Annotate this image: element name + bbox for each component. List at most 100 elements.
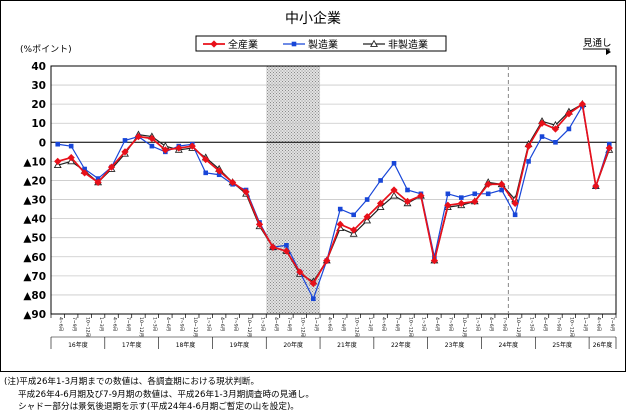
data-point: [512, 212, 518, 218]
data-point: [445, 191, 451, 197]
data-point: [417, 192, 425, 200]
y-tick-label: ▲10: [23, 156, 46, 168]
data-point: [551, 125, 560, 133]
data-point: [107, 163, 116, 171]
data-point: [121, 148, 129, 156]
footnotes: (注)平成26年1-3月期までの数値は、各調査期における現状判断。 平成26年4…: [4, 376, 624, 414]
x-tick-label: 10~12月: [138, 317, 144, 337]
y-tick-label: ▲80: [23, 290, 46, 302]
x-tick-label: 10~12月: [461, 317, 467, 337]
data-point: [255, 220, 264, 228]
x-tick-label: 10~12月: [353, 317, 359, 337]
data-point: [350, 226, 358, 234]
x-tick-label: 1~3月: [206, 317, 212, 331]
y-tick-label: ▲70: [23, 271, 46, 283]
data-point: [538, 119, 546, 127]
year-label: 21年度: [337, 341, 357, 349]
year-label: 19年度: [230, 341, 250, 349]
data-point: [370, 39, 378, 47]
data-point: [606, 141, 612, 147]
data-point: [54, 157, 62, 166]
data-point: [336, 220, 344, 228]
footnote-1: (注)平成26年1-3月期までの数値は、各調査期における現状判断。: [4, 377, 260, 387]
x-tick-label: 4~6月: [219, 317, 225, 331]
y-tick-label: ▲90: [23, 309, 46, 321]
x-tick-label: 10~12月: [300, 317, 306, 337]
data-point: [526, 159, 531, 164]
data-point: [210, 40, 218, 48]
y-tick-label: 10: [31, 118, 46, 130]
data-point: [55, 141, 61, 147]
x-tick-label: 4~6月: [380, 317, 386, 331]
data-point: [337, 206, 343, 212]
year-label: 20年度: [283, 341, 303, 349]
x-tick-label: 10~12月: [84, 317, 90, 337]
y-tick-label: ▲20: [23, 175, 46, 187]
data-point: [485, 191, 491, 197]
data-point: [498, 180, 506, 188]
legend-label: 全産業: [228, 38, 258, 51]
data-point: [484, 180, 492, 188]
x-tick-label: 7~9月: [232, 317, 238, 331]
x-tick-label: 1~3月: [528, 317, 534, 331]
x-tick-label: 7~9月: [394, 317, 400, 331]
data-point: [282, 247, 291, 255]
data-point: [228, 178, 237, 186]
x-tick-label: 4~6月: [434, 317, 440, 331]
legend-label: 非製造業: [388, 38, 428, 51]
data-point: [458, 195, 464, 200]
x-tick-label: 7~9月: [555, 317, 561, 331]
data-point: [605, 144, 613, 152]
series-diamond: [54, 100, 613, 288]
legend-label: 製造業: [308, 38, 338, 51]
legend-box: [195, 35, 447, 52]
data-point: [524, 142, 533, 150]
data-point: [566, 126, 572, 132]
x-tick-label: 4~6月: [111, 317, 117, 331]
x-tick-label: 4~6月: [596, 317, 602, 331]
x-tick-label: 7~9月: [179, 317, 185, 331]
x-tick-label: 1~3月: [421, 317, 427, 331]
chart-title: 中小企業: [285, 10, 341, 27]
y-tick-label: 30: [31, 80, 46, 92]
year-label: 18年度: [176, 341, 196, 349]
x-tick-label: 1~3月: [152, 317, 158, 331]
data-point: [405, 187, 410, 193]
x-tick-label: 7~9月: [609, 317, 615, 331]
x-tick-label: 1~3月: [98, 317, 104, 331]
year-label: 26年度: [593, 341, 613, 349]
x-tick-label: 10~12月: [407, 317, 413, 337]
data-point: [309, 279, 317, 288]
x-tick-label: 10~12月: [569, 317, 575, 337]
data-point: [364, 197, 370, 202]
forecast-arrow-head: [606, 49, 611, 55]
x-tick-label: 4~6月: [58, 317, 64, 331]
data-point: [457, 199, 465, 207]
data-point: [539, 134, 545, 139]
x-tick-label: 1~3月: [582, 317, 588, 331]
x-tick-label: 10~12月: [246, 317, 252, 337]
data-point: [188, 142, 196, 150]
data-point: [311, 296, 316, 302]
data-point: [444, 201, 452, 209]
data-point: [553, 140, 558, 145]
x-tick-label: 10~12月: [515, 317, 521, 337]
data-point: [472, 191, 478, 197]
data-point: [291, 41, 297, 47]
x-tick-label: 4~6月: [542, 317, 548, 331]
data-point: [149, 143, 155, 149]
data-point: [499, 187, 504, 193]
forecast-label: 見通し: [583, 38, 612, 49]
data-point: [430, 256, 439, 265]
data-point: [592, 182, 600, 190]
x-tick-label: 4~6月: [327, 317, 333, 331]
data-point: [284, 243, 289, 248]
data-point: [363, 213, 371, 221]
year-label: 25年度: [552, 341, 572, 349]
year-label: 16年度: [68, 341, 88, 349]
x-tick-label: 4~6月: [165, 317, 171, 331]
y-tick-label: ▲60: [23, 252, 46, 264]
x-tick-label: 4~6月: [273, 317, 279, 331]
data-point: [215, 167, 223, 175]
